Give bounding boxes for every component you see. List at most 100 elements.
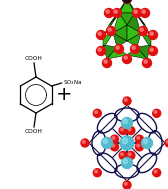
Circle shape <box>137 144 140 147</box>
Circle shape <box>95 170 97 173</box>
Text: SO$_3$Na: SO$_3$Na <box>63 79 82 88</box>
Circle shape <box>116 46 119 49</box>
Circle shape <box>98 48 101 51</box>
Polygon shape <box>115 164 139 178</box>
Circle shape <box>127 151 135 159</box>
Circle shape <box>142 10 145 13</box>
Circle shape <box>119 127 127 135</box>
Circle shape <box>95 111 97 114</box>
Circle shape <box>127 127 135 135</box>
Circle shape <box>104 60 107 63</box>
Polygon shape <box>107 47 127 59</box>
Polygon shape <box>115 108 139 122</box>
Circle shape <box>150 32 153 35</box>
Polygon shape <box>141 21 151 37</box>
Circle shape <box>150 48 153 51</box>
Text: +: + <box>56 85 72 104</box>
Circle shape <box>102 59 112 67</box>
Circle shape <box>122 0 132 4</box>
Circle shape <box>107 26 116 36</box>
Circle shape <box>140 9 150 18</box>
Polygon shape <box>97 153 117 173</box>
Circle shape <box>120 136 134 150</box>
Polygon shape <box>119 13 135 25</box>
Polygon shape <box>137 45 151 59</box>
Circle shape <box>114 10 117 13</box>
Circle shape <box>123 159 128 163</box>
Circle shape <box>143 139 148 144</box>
Polygon shape <box>113 25 127 41</box>
Polygon shape <box>127 25 141 41</box>
Polygon shape <box>113 33 127 47</box>
Circle shape <box>112 144 115 147</box>
Circle shape <box>121 157 133 169</box>
Circle shape <box>134 10 137 13</box>
Circle shape <box>135 135 143 143</box>
Circle shape <box>124 56 127 59</box>
Circle shape <box>144 60 147 63</box>
Polygon shape <box>127 13 141 33</box>
Circle shape <box>124 182 127 185</box>
Text: COOH: COOH <box>25 129 43 134</box>
Polygon shape <box>127 33 141 47</box>
Circle shape <box>135 143 143 151</box>
Circle shape <box>138 26 148 36</box>
Circle shape <box>123 0 131 3</box>
Circle shape <box>137 137 140 139</box>
Text: COOH: COOH <box>25 56 43 61</box>
Circle shape <box>154 111 157 114</box>
Circle shape <box>115 44 123 53</box>
Circle shape <box>122 54 132 64</box>
Polygon shape <box>137 113 157 133</box>
Circle shape <box>121 118 133 129</box>
Polygon shape <box>127 0 145 25</box>
Circle shape <box>128 128 131 131</box>
Circle shape <box>122 138 128 144</box>
Circle shape <box>133 9 141 18</box>
Polygon shape <box>148 131 162 155</box>
Polygon shape <box>97 113 117 133</box>
Circle shape <box>119 151 127 159</box>
Circle shape <box>108 28 111 31</box>
Circle shape <box>128 153 131 156</box>
Circle shape <box>106 10 109 13</box>
Circle shape <box>123 119 128 124</box>
Circle shape <box>93 169 101 177</box>
Circle shape <box>101 138 113 149</box>
Polygon shape <box>137 153 157 173</box>
Circle shape <box>149 46 158 56</box>
Circle shape <box>153 169 161 177</box>
Circle shape <box>165 139 168 147</box>
Circle shape <box>124 98 127 101</box>
Circle shape <box>149 30 158 40</box>
Circle shape <box>81 139 89 147</box>
Circle shape <box>121 153 123 156</box>
Polygon shape <box>127 47 147 59</box>
Polygon shape <box>135 13 145 25</box>
Circle shape <box>96 30 106 40</box>
Circle shape <box>121 128 123 131</box>
Polygon shape <box>103 45 117 59</box>
Circle shape <box>82 140 85 143</box>
Circle shape <box>132 46 135 49</box>
Circle shape <box>96 46 106 56</box>
Circle shape <box>154 170 157 173</box>
Polygon shape <box>119 0 135 13</box>
Polygon shape <box>141 33 151 49</box>
Circle shape <box>123 181 131 189</box>
Circle shape <box>103 139 108 144</box>
Circle shape <box>141 138 153 149</box>
Polygon shape <box>113 13 127 33</box>
Circle shape <box>123 97 131 105</box>
Circle shape <box>104 9 114 18</box>
Circle shape <box>111 143 119 151</box>
Polygon shape <box>103 13 119 37</box>
Circle shape <box>140 28 143 31</box>
Polygon shape <box>103 13 119 37</box>
Circle shape <box>111 135 119 143</box>
Circle shape <box>113 9 121 18</box>
Circle shape <box>98 32 101 35</box>
Polygon shape <box>92 131 106 155</box>
Circle shape <box>131 44 139 53</box>
Circle shape <box>93 109 101 117</box>
